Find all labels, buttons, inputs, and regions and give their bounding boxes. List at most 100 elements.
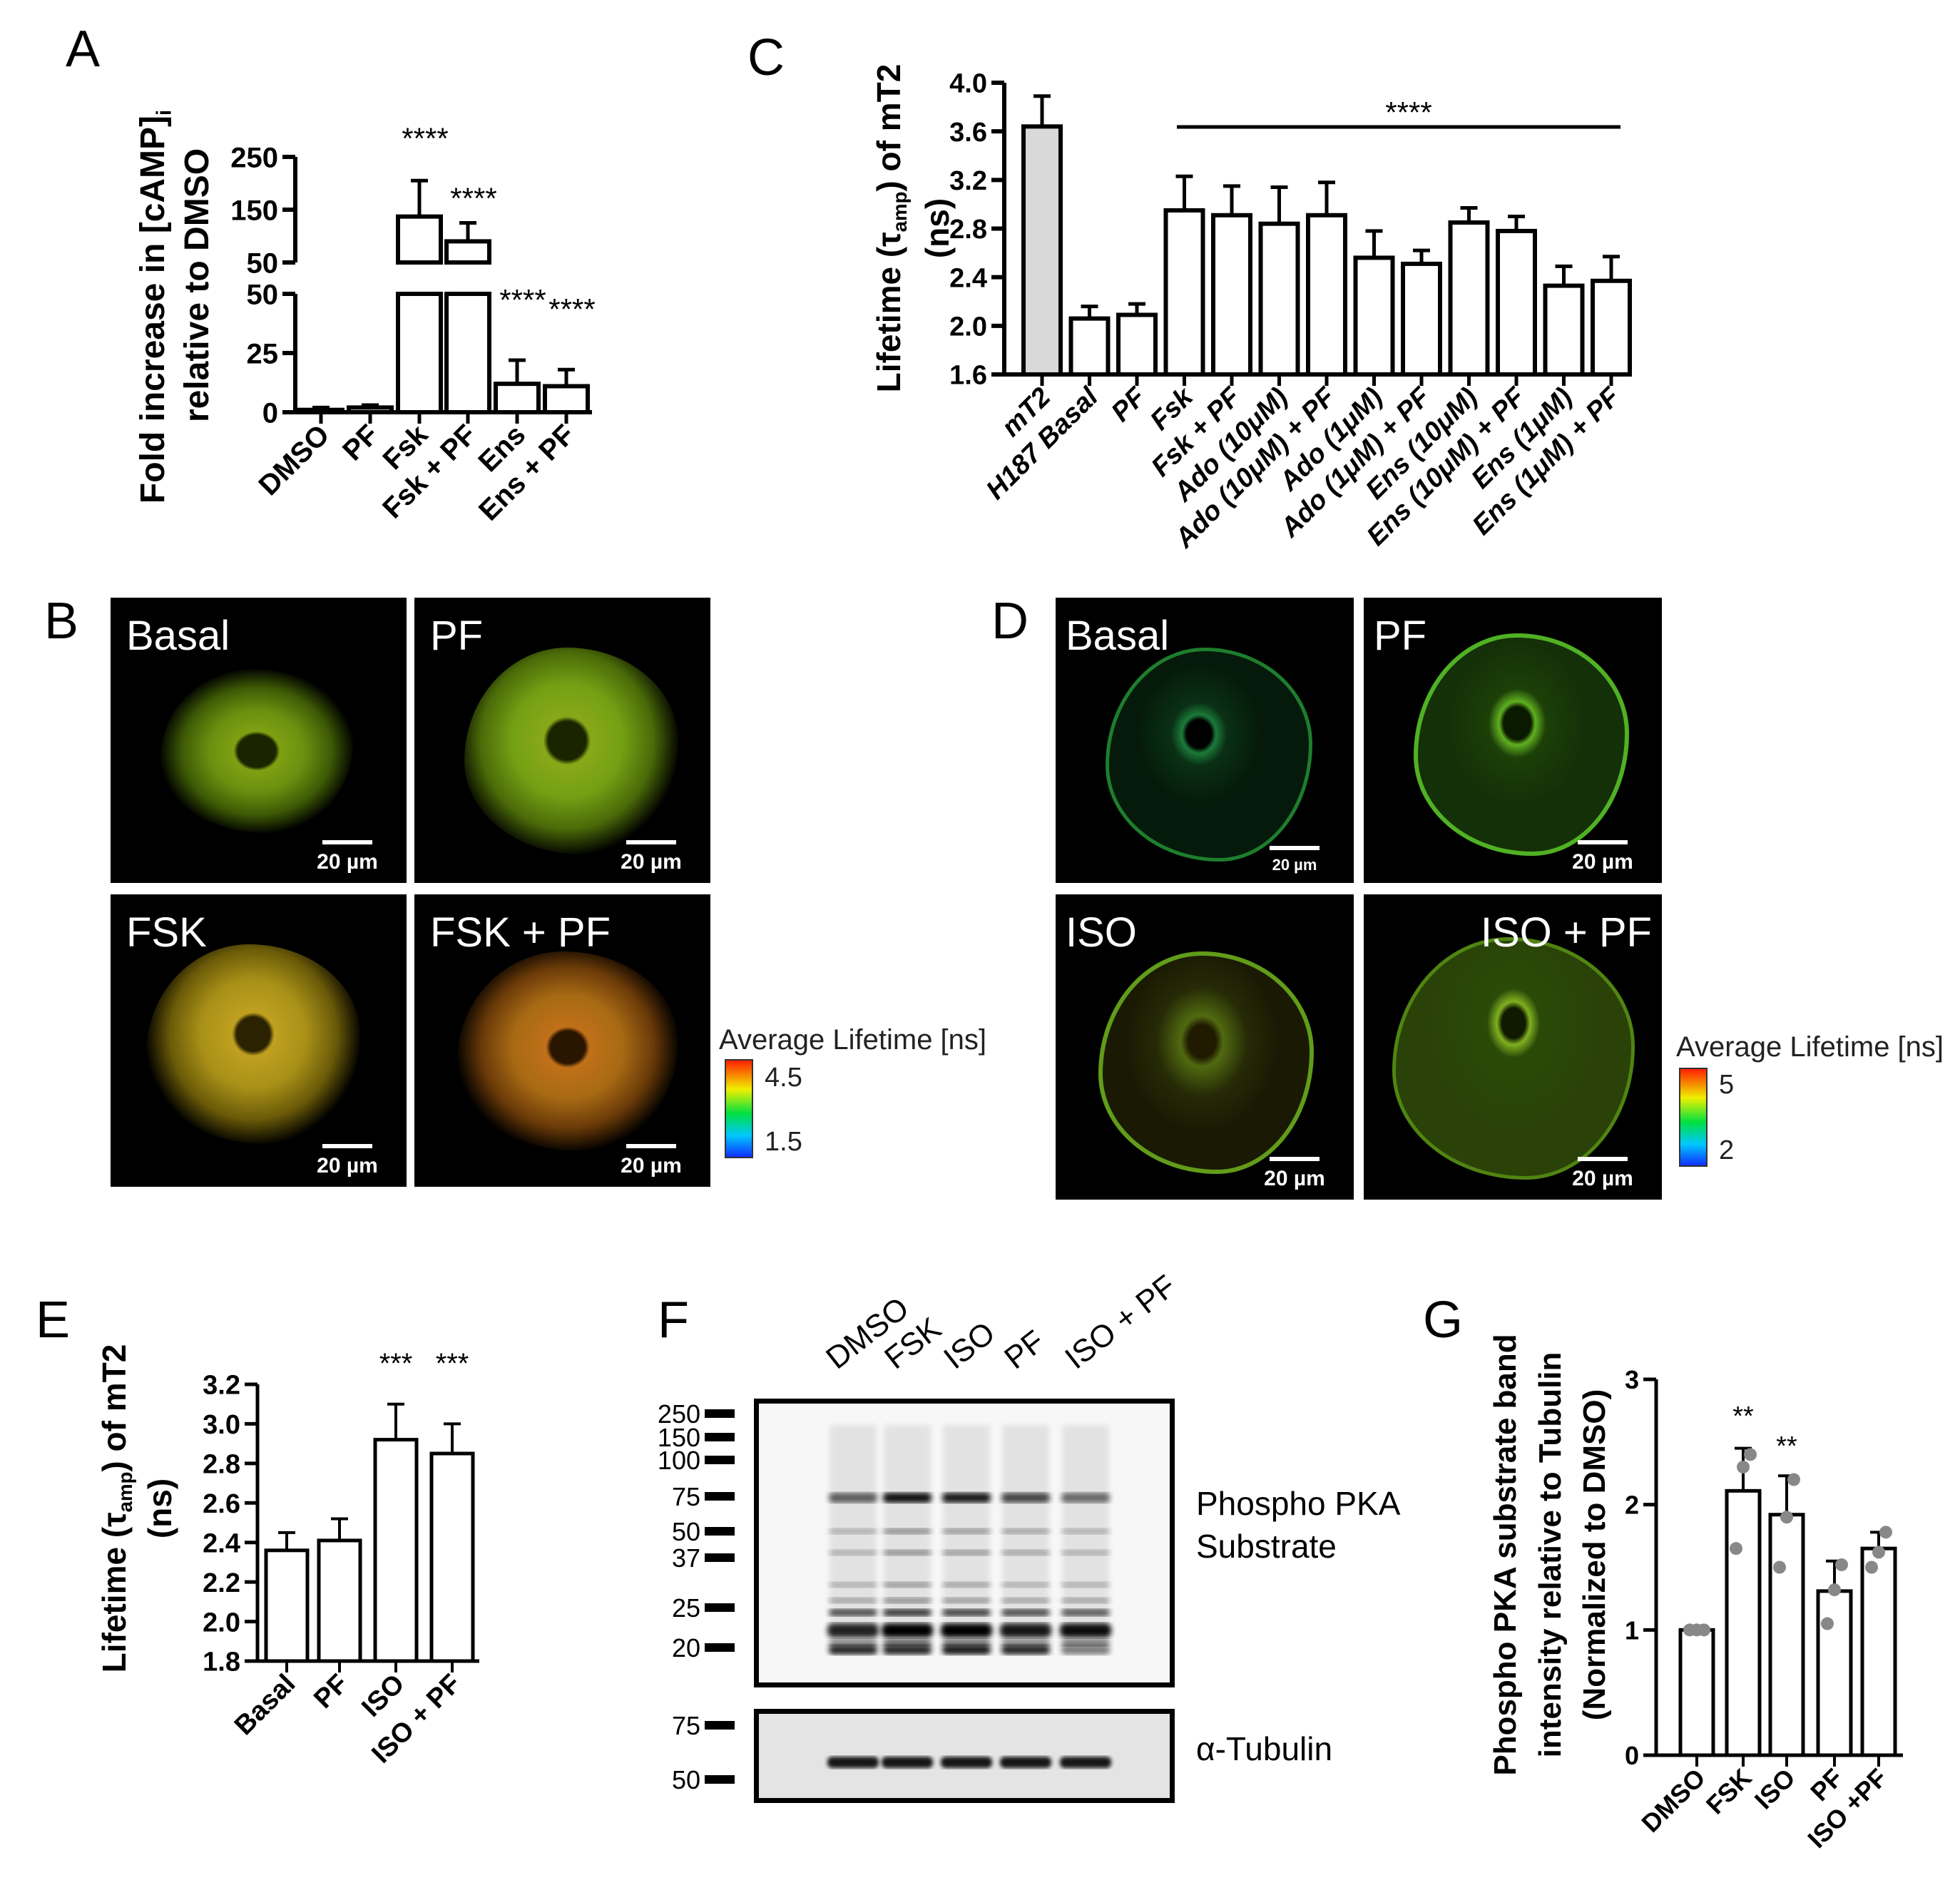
mw-marker-label: 25 bbox=[671, 1593, 700, 1623]
y-tick-label: 3.2 bbox=[203, 1371, 240, 1401]
protein-band bbox=[882, 1623, 933, 1638]
panel-label-f: F bbox=[658, 1292, 689, 1349]
panel-label-c: C bbox=[747, 29, 785, 86]
protein-band bbox=[827, 1757, 879, 1768]
microscopy-image-d-pf: PF 20 µm bbox=[1364, 598, 1662, 883]
bar bbox=[543, 384, 590, 414]
image-title: PF bbox=[1374, 613, 1427, 659]
y-axis-title: relative to DMSO bbox=[178, 148, 216, 422]
panel-label-d: D bbox=[991, 593, 1029, 650]
data-point bbox=[1879, 1526, 1892, 1539]
protein-band bbox=[941, 1757, 992, 1768]
y-tick-label: 1 bbox=[1625, 1615, 1639, 1645]
protein-band bbox=[1000, 1623, 1051, 1638]
colorbar-max: 4.5 bbox=[765, 1063, 802, 1093]
bar bbox=[1306, 213, 1347, 377]
protein-band bbox=[883, 1493, 931, 1503]
protein-band bbox=[883, 1609, 931, 1616]
significance-stars: *** bbox=[436, 1348, 469, 1379]
bar bbox=[494, 382, 541, 414]
protein-band bbox=[1001, 1639, 1050, 1646]
y-axis-title: Fold increase in [cAMP]i bbox=[134, 110, 176, 504]
axis-title-part: ) of mT2 bbox=[96, 1344, 133, 1472]
bar bbox=[444, 239, 491, 265]
bar bbox=[444, 292, 491, 414]
microscopy-image-b-fsk-pf: FSK + PF 20 µm bbox=[414, 894, 710, 1187]
image-title: ISO + PF bbox=[1480, 909, 1652, 956]
y-axis-title: intensity relative to Tubulin bbox=[1533, 1352, 1568, 1758]
bar bbox=[347, 405, 394, 414]
mw-marker-label: 75 bbox=[671, 1482, 700, 1511]
scale-bar: 20 µm bbox=[1255, 846, 1334, 874]
significance-stars: *** bbox=[379, 1348, 413, 1379]
bar bbox=[1543, 283, 1585, 377]
bar bbox=[264, 1548, 310, 1663]
data-point bbox=[1821, 1617, 1834, 1630]
protein-band bbox=[1061, 1550, 1110, 1556]
protein-band bbox=[942, 1550, 991, 1556]
protein-band bbox=[1060, 1623, 1111, 1638]
axis-title-part: amp bbox=[889, 192, 911, 233]
y-tick-label: 150 bbox=[230, 195, 278, 226]
colorbar-min: 1.5 bbox=[765, 1127, 802, 1157]
microscopy-image-b-basal: Basal 20 µm bbox=[111, 598, 407, 883]
protein-band bbox=[942, 1645, 991, 1655]
protein-band bbox=[1000, 1757, 1051, 1768]
blot-label-tubulin: α-Tubulin bbox=[1196, 1730, 1333, 1767]
microscopy-image-d-iso-pf: ISO + PF 20 µm bbox=[1364, 894, 1662, 1200]
lifetime-colorbar bbox=[1679, 1068, 1708, 1167]
colorbar-title: Average Lifetime [ns] bbox=[719, 1024, 987, 1056]
scale-bar: 20 µm bbox=[1563, 1157, 1642, 1191]
axis-title-part: Lifetime ( bbox=[870, 246, 907, 392]
significance-stars: **** bbox=[450, 182, 496, 215]
scale-bar: 20 µm bbox=[612, 840, 690, 874]
lifetime-colorbar bbox=[725, 1059, 753, 1158]
protein-band bbox=[829, 1528, 877, 1534]
y-tick-label: 50 bbox=[247, 279, 279, 310]
bar bbox=[1860, 1546, 1897, 1757]
scale-bar: 20 µm bbox=[308, 1144, 387, 1178]
y-tick-label: 2.6 bbox=[203, 1489, 240, 1519]
scale-bar: 20 µm bbox=[1255, 1157, 1334, 1191]
image-title: Basal bbox=[1066, 613, 1170, 659]
data-point bbox=[1828, 1583, 1841, 1597]
y-axis-title: (Normalized to DMSO) bbox=[1577, 1389, 1612, 1720]
bar bbox=[373, 1438, 419, 1663]
image-title: PF bbox=[430, 613, 484, 659]
y-tick-label: 3.6 bbox=[949, 118, 987, 148]
bar bbox=[429, 1451, 475, 1663]
protein-band bbox=[1001, 1645, 1050, 1655]
protein-band bbox=[1001, 1550, 1050, 1556]
mw-marker-label: 50 bbox=[671, 1765, 700, 1794]
protein-band bbox=[942, 1609, 991, 1616]
y-tick-label: 2.4 bbox=[949, 263, 987, 293]
bar bbox=[297, 407, 344, 414]
data-point bbox=[1872, 1546, 1885, 1559]
y-tick-label: 2.8 bbox=[949, 215, 987, 245]
image-title: FSK bbox=[126, 909, 207, 956]
panel-label-a: A bbox=[66, 21, 101, 78]
bar bbox=[1401, 261, 1442, 377]
significance-stars: **** bbox=[548, 292, 595, 326]
protein-band bbox=[1001, 1528, 1050, 1534]
protein-band bbox=[942, 1493, 991, 1503]
image-title: FSK + PF bbox=[430, 909, 611, 956]
bar bbox=[317, 1538, 362, 1663]
x-tick-label: DMSO bbox=[252, 419, 335, 501]
data-point bbox=[1737, 1460, 1750, 1473]
y-tick-label: 2.4 bbox=[203, 1528, 240, 1558]
bar bbox=[1448, 220, 1490, 377]
axis-title-part: Phospho PKA substrate band bbox=[1488, 1334, 1523, 1775]
protein-band bbox=[829, 1598, 877, 1603]
significance-stars: **** bbox=[499, 283, 546, 317]
colorbar-max: 5 bbox=[1719, 1070, 1735, 1100]
x-tick-label: Fsk + PF bbox=[377, 419, 482, 524]
axis-title-part: (ns) bbox=[141, 1478, 178, 1538]
significance-stars: **** bbox=[1385, 96, 1431, 129]
protein-band bbox=[1061, 1609, 1110, 1616]
scale-bar: 20 µm bbox=[1563, 840, 1642, 874]
microscopy-image-b-fsk: FSK 20 µm bbox=[111, 894, 407, 1187]
axis-title-part: i bbox=[153, 110, 176, 116]
